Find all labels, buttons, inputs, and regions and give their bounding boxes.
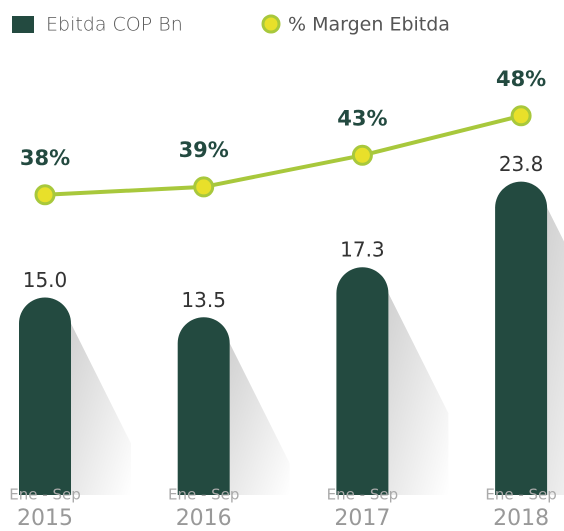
legend-label: % Margen Ebitda: [288, 14, 450, 36]
bar-shadow: [229, 343, 290, 495]
legend-swatch: [12, 16, 34, 33]
line: [44, 113, 522, 197]
x-tick-label: Ene - Sep: [485, 486, 556, 504]
bar-value-label: 15.0: [23, 268, 68, 292]
bar-shadow: [71, 323, 131, 495]
x-tick-label: Ene - Sep: [168, 486, 239, 504]
x-tick-label: 2017: [334, 506, 390, 531]
line-value-label: 38%: [20, 146, 70, 170]
line-point: [351, 144, 373, 166]
line-value-label: 48%: [496, 67, 546, 91]
x-tick-label: 2016: [176, 506, 232, 531]
bar-value-label: 23.8: [499, 152, 544, 176]
x-tick-label: 2015: [17, 506, 73, 531]
legend-swatch: [261, 14, 281, 34]
x-tick-label: 2018: [493, 506, 549, 531]
bar-shadow: [388, 293, 449, 495]
bar-value-label: 13.5: [181, 288, 226, 312]
line-point: [193, 176, 215, 198]
bar: [336, 267, 389, 495]
line-value-label: 43%: [337, 106, 387, 130]
line-value-label: 39%: [179, 138, 229, 162]
x-tick-label: Ene - Sep: [327, 486, 398, 504]
bar: [495, 181, 548, 495]
bar-value-label: 17.3: [340, 238, 385, 262]
line-point: [510, 105, 532, 127]
bar-shadow: [547, 207, 564, 495]
x-tick-label: Ene - Sep: [9, 486, 80, 504]
line-point: [34, 184, 56, 206]
legend-label: Ebitda COP Bn: [46, 14, 183, 36]
bar: [19, 297, 71, 495]
bar: [177, 317, 230, 495]
